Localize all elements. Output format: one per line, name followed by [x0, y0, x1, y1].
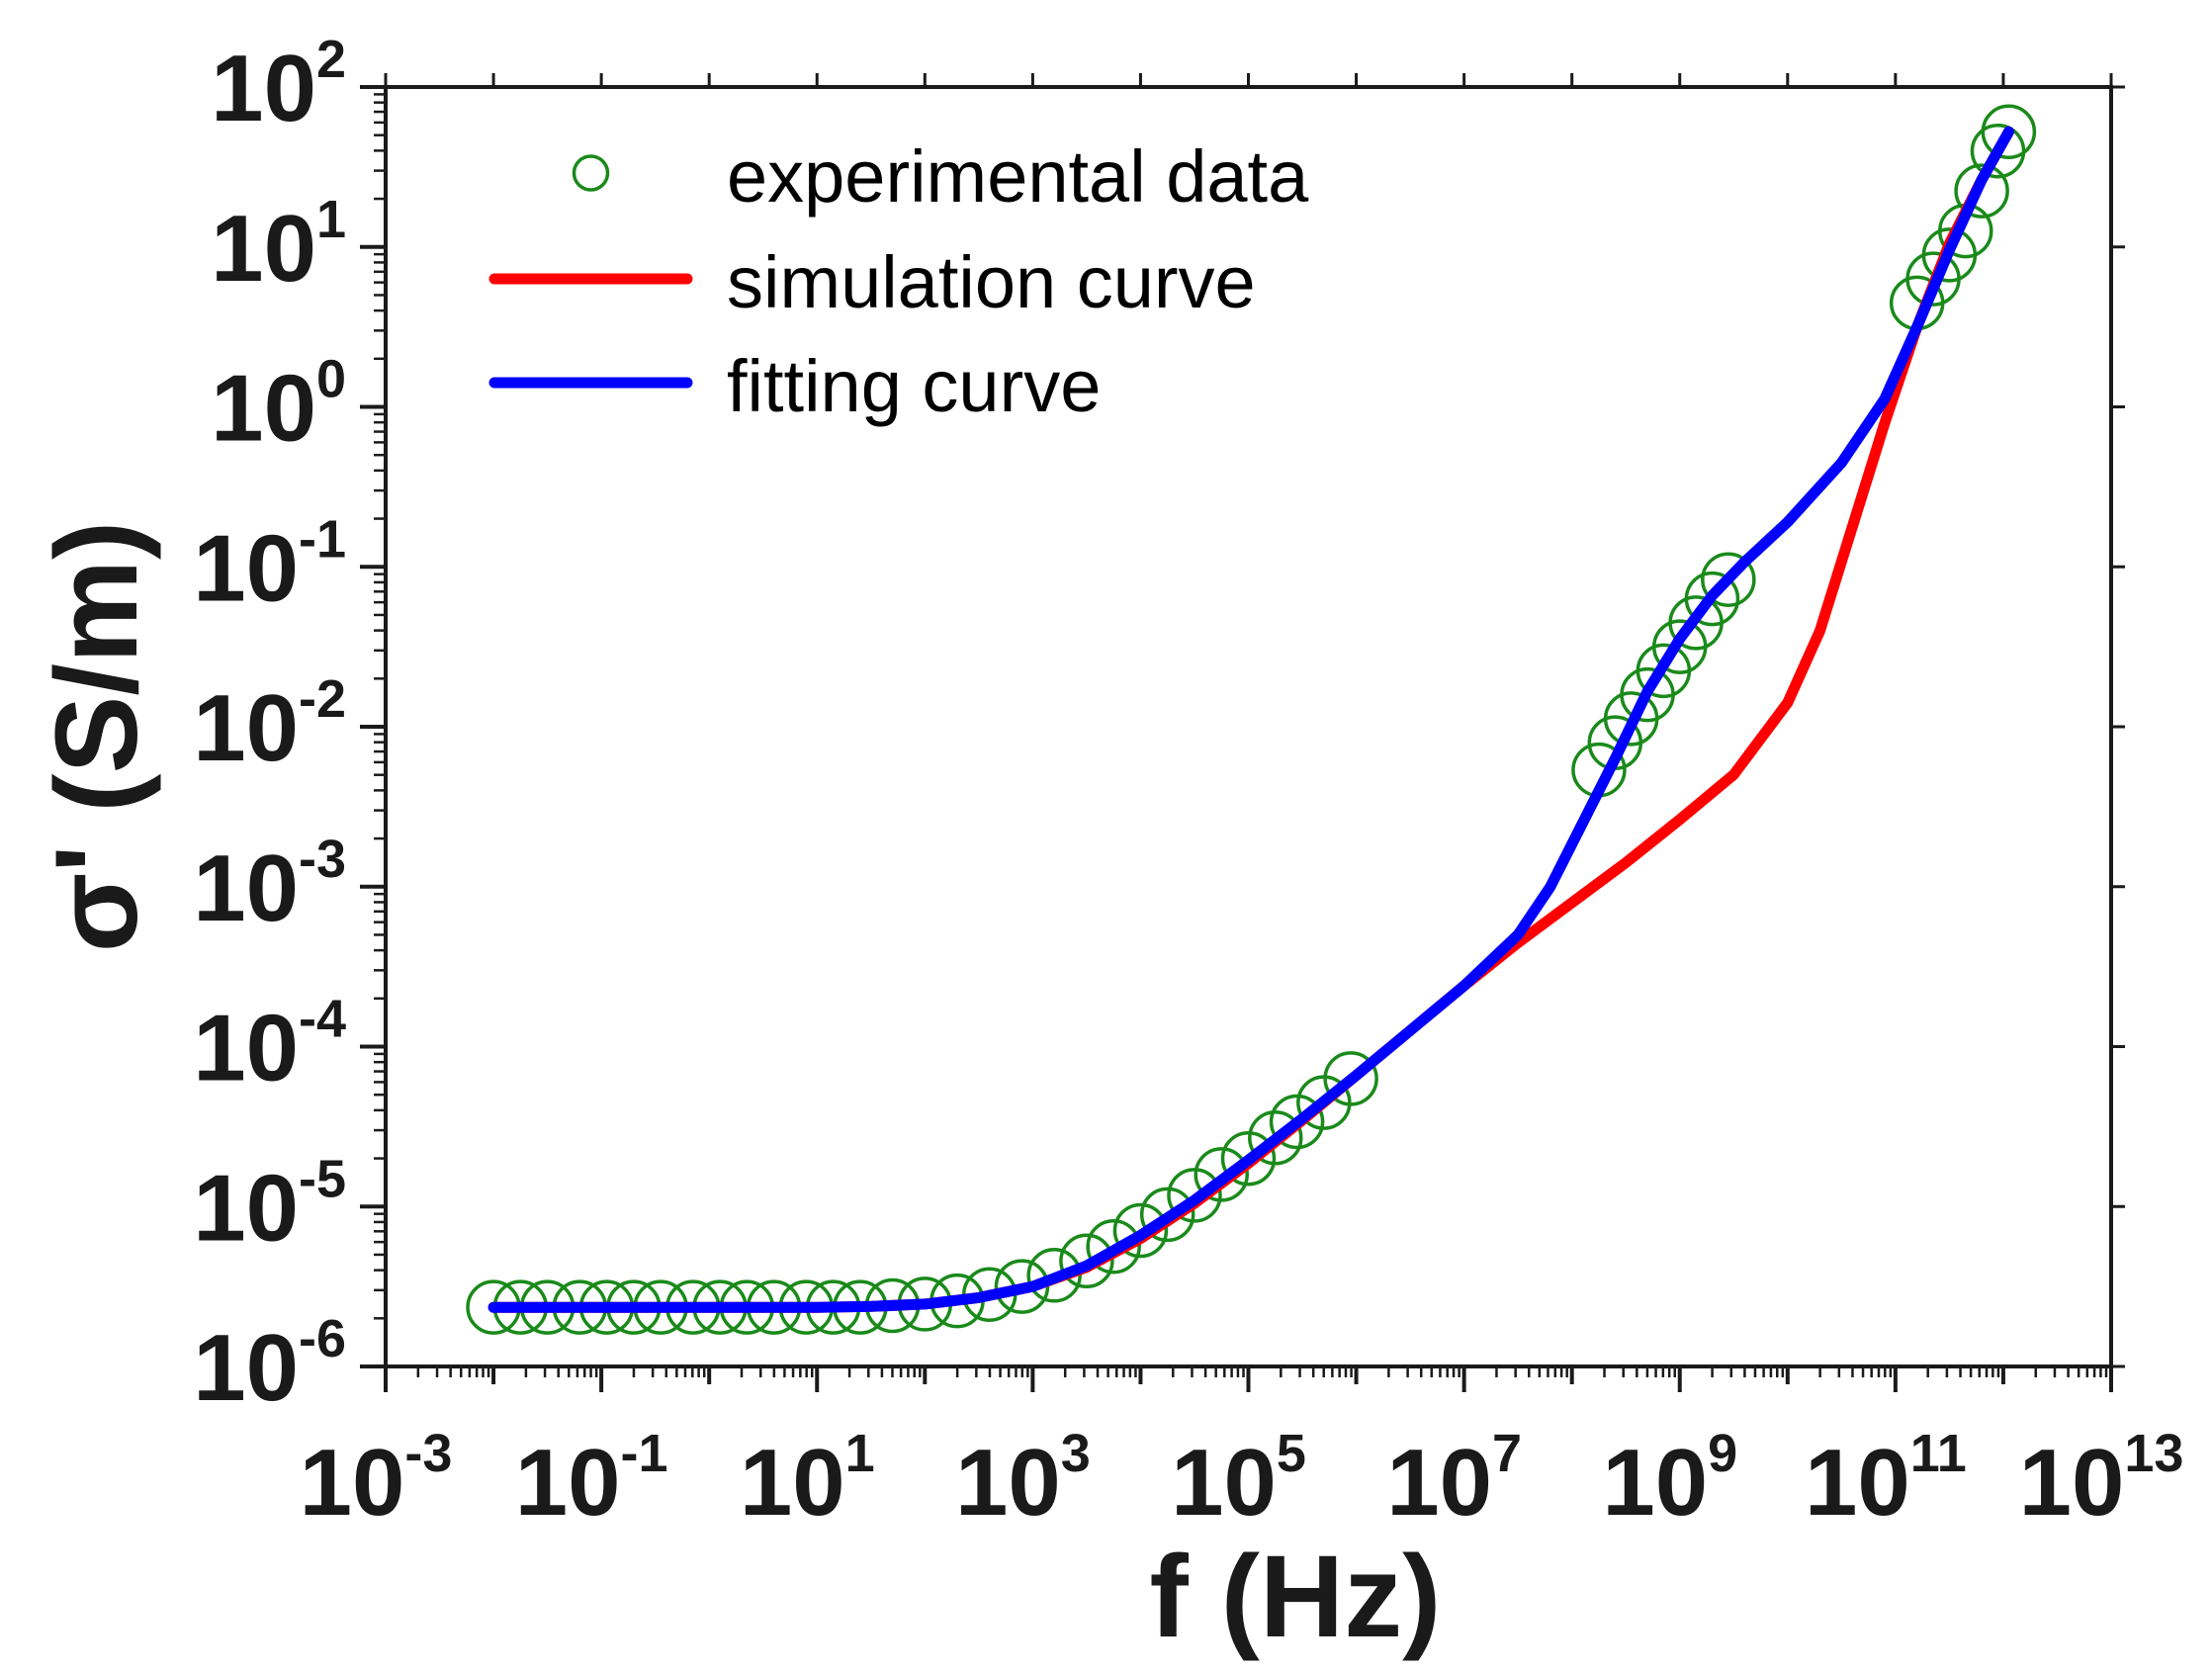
- x-tick-base: 10: [1602, 1430, 1708, 1536]
- x-axis-title: f (Hz): [1150, 1532, 1442, 1662]
- y-tick-exponent: -1: [299, 509, 346, 569]
- x-tick-label: 107: [1386, 1424, 1522, 1536]
- legend-entry: experimental data: [572, 135, 1309, 218]
- y-tick-label: 102: [211, 30, 346, 141]
- x-tick-base: 10: [740, 1430, 845, 1536]
- y-tick-exponent: -4: [299, 990, 346, 1049]
- y-tick-label: 10-6: [193, 1309, 346, 1421]
- data-point: [1059, 1233, 1114, 1288]
- y-tick-label: 10-5: [193, 1149, 346, 1261]
- x-tick-exponent: 3: [1061, 1424, 1091, 1483]
- y-tick-base: 10: [211, 36, 316, 141]
- data-point: [1194, 1147, 1249, 1202]
- series-layer: [466, 104, 2037, 1335]
- data-point: [1248, 1109, 1303, 1166]
- x-tick-label: 109: [1602, 1424, 1737, 1536]
- legend-label: experimental data: [727, 135, 1309, 218]
- y-tick-exponent: 0: [316, 350, 346, 409]
- legend: experimental data simulation curve fitting…: [488, 135, 1309, 427]
- y-tick-base: 10: [211, 196, 316, 302]
- tick-layer: 10-3 10-1 101 103 105 107 109 1011 1013102101100…: [193, 30, 2183, 1536]
- y-tick-label: 101: [211, 190, 346, 302]
- y-tick-label: 10-3: [193, 830, 346, 941]
- data-point: [1269, 1094, 1325, 1150]
- x-tick-exponent: -3: [404, 1424, 452, 1483]
- x-tick-label: 101: [740, 1424, 875, 1536]
- x-tick-base: 10: [1805, 1430, 1910, 1536]
- y-tick-base: 10: [193, 1315, 299, 1421]
- x-tick-label: 1013: [2019, 1424, 2184, 1536]
- y-tick-base: 10: [193, 515, 299, 621]
- y-tick-base: 10: [193, 675, 299, 781]
- x-tick-base: 10: [1386, 1430, 1492, 1536]
- y-tick-exponent: 2: [316, 30, 346, 89]
- data-point: [1981, 104, 2037, 160]
- y-tick-base: 10: [193, 996, 299, 1101]
- y-tick-exponent: -6: [299, 1309, 346, 1368]
- x-tick-base: 10: [2019, 1430, 2125, 1536]
- data-point: [1323, 1051, 1378, 1106]
- x-tick-label: 103: [955, 1424, 1091, 1536]
- x-tick-exponent: 9: [1708, 1424, 1737, 1483]
- y-tick-base: 10: [193, 836, 299, 941]
- y-tick-exponent: -5: [299, 1149, 346, 1208]
- x-tick-exponent: 1: [845, 1424, 875, 1483]
- y-tick-exponent: -2: [299, 669, 346, 729]
- legend-entry: fitting curve: [488, 345, 1101, 427]
- x-tick-label: 10-1: [515, 1424, 668, 1536]
- data-point: [1684, 571, 1740, 627]
- x-tick-base: 10: [955, 1430, 1061, 1536]
- x-tick-exponent: 11: [1910, 1424, 1967, 1483]
- x-tick-label: 105: [1171, 1424, 1306, 1536]
- data-point: [1086, 1218, 1141, 1275]
- y-axis-title: σ' (S/m): [32, 521, 162, 953]
- y-tick-base: 10: [211, 356, 316, 462]
- data-point: [1112, 1202, 1169, 1259]
- data-point: [1701, 552, 1756, 607]
- fitting-curve-line: [487, 126, 2014, 1313]
- x-tick-label: 1011: [1805, 1424, 1967, 1536]
- legend-label: fitting curve: [727, 345, 1101, 427]
- data-point: [1139, 1187, 1195, 1243]
- x-tick-base: 10: [515, 1430, 621, 1536]
- y-tick-label: 100: [211, 350, 346, 462]
- y-tick-label: 10-1: [193, 509, 346, 621]
- legend-entry: simulation curve: [488, 241, 1256, 323]
- x-tick-exponent: 7: [1492, 1424, 1522, 1483]
- y-tick-exponent: -3: [299, 830, 346, 889]
- x-tick-exponent: 5: [1277, 1424, 1306, 1483]
- legend-marker-circle: [572, 154, 610, 192]
- x-tick-exponent: 13: [2124, 1424, 2183, 1483]
- data-point: [1954, 163, 2009, 219]
- legend-label: simulation curve: [727, 241, 1256, 323]
- y-tick-base: 10: [193, 1155, 299, 1261]
- x-tick-base: 10: [300, 1430, 405, 1536]
- x-tick-exponent: -1: [621, 1424, 668, 1483]
- x-tick-label: 10-3: [300, 1424, 453, 1536]
- y-tick-exponent: 1: [316, 190, 346, 249]
- x-tick-base: 10: [1171, 1430, 1277, 1536]
- y-tick-label: 10-2: [193, 669, 346, 781]
- y-tick-label: 10-4: [193, 990, 346, 1101]
